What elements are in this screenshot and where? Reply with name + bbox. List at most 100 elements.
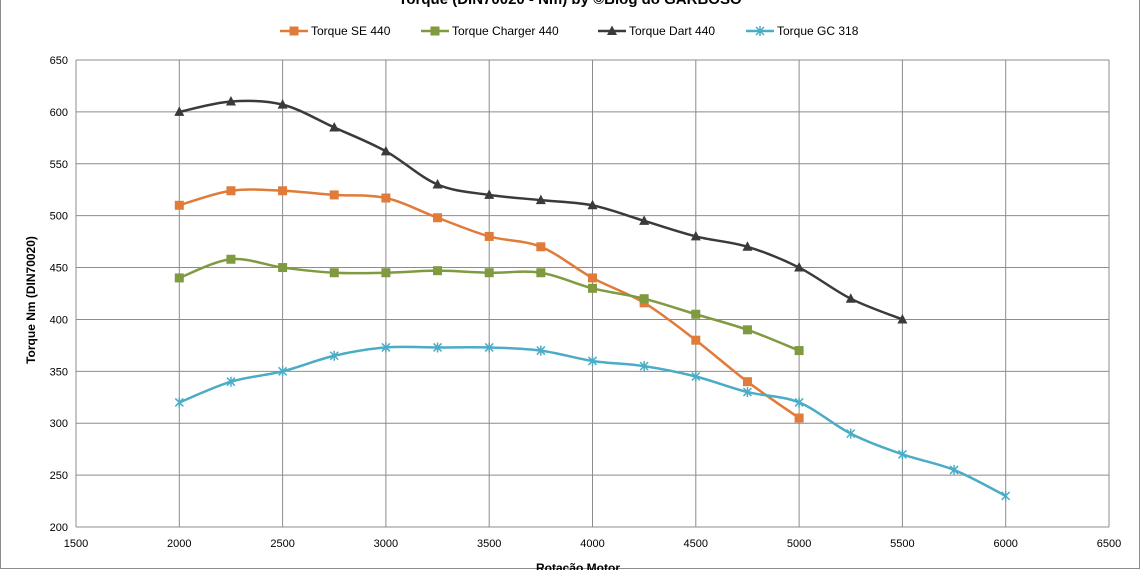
legend-label: Torque SE 440	[311, 24, 391, 38]
series-torque-dart-440	[174, 96, 908, 324]
data-point	[845, 293, 856, 303]
legend: Torque SE 440 Torque Charger 440 Torque Da…	[280, 24, 859, 38]
x-tick-label: 1500	[64, 538, 88, 550]
data-point	[794, 413, 804, 423]
data-point	[174, 200, 184, 210]
data-point	[1001, 490, 1011, 501]
data-point	[381, 193, 391, 203]
data-point	[949, 464, 959, 475]
legend-item: Torque GC 318	[746, 24, 859, 38]
y-tick-label: 300	[50, 418, 68, 430]
data-point	[690, 230, 701, 241]
data-point	[174, 106, 185, 116]
legend-marker	[430, 26, 440, 36]
data-point	[639, 294, 649, 304]
x-tick-label: 3500	[477, 538, 501, 550]
data-point	[433, 342, 443, 353]
data-point	[278, 186, 288, 196]
data-point	[536, 268, 546, 278]
y-tick-label: 600	[50, 107, 68, 119]
data-point	[484, 189, 495, 199]
data-point	[484, 268, 494, 278]
chart-title: Torque (DIN70020 - Nm) by ©Blog do GARBO…	[398, 0, 742, 8]
data-point	[536, 345, 546, 356]
data-point	[587, 199, 598, 210]
data-point	[691, 309, 701, 319]
y-tick-label: 250	[50, 470, 68, 482]
y-tick-label: 450	[50, 263, 68, 275]
series-torque-gc-318	[174, 342, 1011, 501]
data-point	[639, 361, 649, 372]
data-point	[742, 241, 753, 251]
data-point	[588, 283, 597, 293]
y-tick-label: 350	[50, 366, 68, 378]
data-point	[691, 371, 701, 382]
legend-item: Torque Dart 440	[598, 24, 715, 38]
legend-item: Torque Charger 440	[421, 24, 559, 38]
data-point	[897, 313, 908, 324]
y-tick-label: 550	[50, 159, 68, 171]
y-axis-label: Torque Nm (DIN70020)	[24, 236, 38, 364]
data-point	[897, 449, 907, 460]
tick-labels: 200 250 300 350 400 450 500 550 600 650 1500 2000 25…	[50, 55, 1122, 550]
y-tick-label: 200	[50, 522, 68, 534]
data-point	[794, 346, 804, 356]
x-tick-label: 3000	[374, 538, 398, 550]
legend-label: Torque Charger 440	[452, 24, 559, 38]
data-point	[380, 145, 391, 156]
data-point	[794, 262, 805, 272]
data-point	[433, 213, 443, 223]
x-tick-label: 4500	[684, 538, 708, 550]
x-tick-label: 4000	[580, 538, 604, 550]
data-point	[277, 99, 288, 109]
data-point	[691, 335, 701, 345]
data-point	[587, 355, 598, 366]
data-point	[278, 366, 288, 377]
data-point	[639, 215, 650, 225]
data-point	[794, 397, 804, 408]
data-point	[174, 397, 184, 408]
series-torque-charger-440	[174, 254, 804, 356]
data-point	[226, 376, 236, 387]
data-point	[742, 377, 752, 387]
legend-marker	[755, 26, 765, 36]
x-tick-label: 5500	[890, 538, 914, 550]
data-point	[226, 254, 236, 264]
legend-marker	[607, 25, 617, 35]
x-tick-label: 5000	[787, 538, 811, 550]
data-point	[329, 190, 339, 200]
legend-marker	[289, 26, 299, 36]
data-point	[329, 350, 339, 361]
series-group	[174, 96, 1011, 501]
data-point	[381, 342, 391, 353]
legend-label: Torque GC 318	[777, 24, 859, 38]
data-point	[433, 266, 443, 276]
data-point	[278, 263, 288, 273]
legend-item: Torque SE 440	[280, 24, 391, 38]
y-tick-label: 650	[50, 55, 68, 67]
data-point	[432, 179, 443, 189]
data-point	[381, 268, 391, 278]
gridlines	[75, 59, 1110, 528]
data-point	[329, 268, 339, 278]
x-tick-label: 6000	[993, 538, 1017, 550]
data-point	[329, 121, 340, 132]
data-point	[535, 194, 546, 205]
data-point	[846, 428, 856, 439]
data-point	[484, 342, 494, 353]
data-point	[742, 325, 752, 335]
series-torque-se-440	[174, 186, 804, 423]
data-point	[536, 242, 546, 252]
y-tick-label: 500	[50, 211, 68, 223]
x-tick-label: 6500	[1097, 538, 1121, 550]
data-point	[225, 96, 236, 106]
series-line	[179, 99, 903, 321]
data-point	[226, 186, 236, 196]
legend-label: Torque Dart 440	[629, 24, 715, 38]
x-tick-label: 2000	[167, 538, 191, 550]
data-point	[484, 231, 494, 241]
data-point	[742, 387, 752, 398]
x-tick-label: 2500	[270, 538, 294, 550]
data-point	[174, 273, 184, 283]
